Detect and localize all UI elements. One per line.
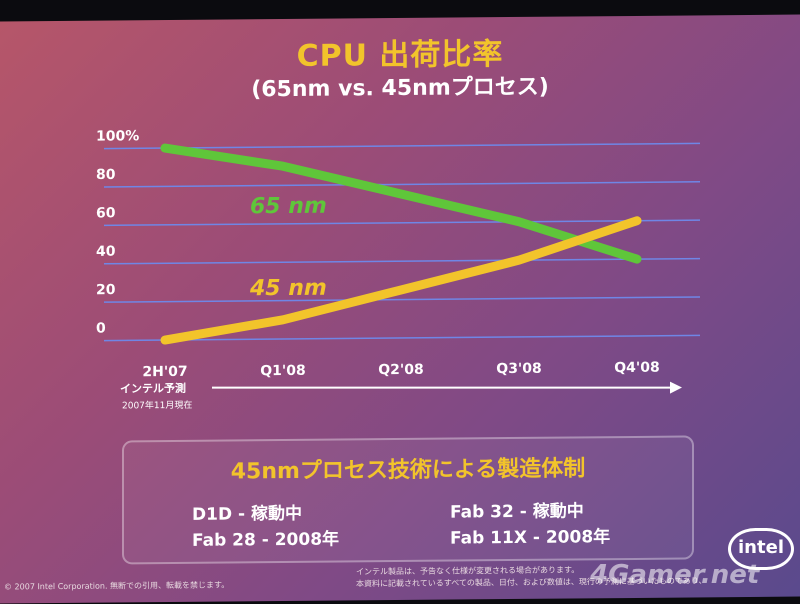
y-tick-label: 20 (96, 282, 116, 298)
forecast-label: インテル予測 (120, 381, 186, 396)
data-point (633, 255, 641, 264)
x-tick-label: Q4'08 (614, 360, 659, 376)
data-point (161, 336, 169, 345)
watermark: 4Gamer.net (590, 560, 760, 590)
gridline (104, 257, 700, 265)
data-point (397, 285, 405, 294)
data-point (279, 315, 287, 324)
series-label: 65 nm (250, 194, 327, 220)
forecast-arrow-head (670, 381, 682, 394)
asof-label: 2007年11月現在 (122, 400, 193, 412)
fab-item-fab32: Fab 32 - 稼動中 (450, 501, 584, 523)
gridline (104, 181, 700, 188)
y-tick-label: 60 (96, 205, 116, 221)
disclaimer-line-1: インテル製品は、予告なく仕様が変更される場合があります。 (356, 565, 580, 577)
y-tick-label: 100% (96, 128, 139, 144)
intel-logo: intel (728, 528, 794, 570)
data-point (633, 216, 641, 225)
data-point (161, 144, 169, 153)
gridline (104, 142, 700, 150)
fab-item-fab11x: Fab 11X - 2008年 (450, 527, 611, 549)
x-tick-label: 2H'07 (142, 364, 187, 380)
gridline (104, 219, 700, 227)
data-point (397, 189, 405, 198)
gridline (104, 334, 700, 342)
y-tick-label: 40 (96, 244, 116, 260)
series-label: 45 nm (249, 276, 327, 302)
x-tick-label: Q2'08 (378, 362, 423, 378)
data-point (515, 217, 523, 226)
y-tick-label: 0 (96, 321, 106, 337)
x-tick-label: Q3'08 (496, 361, 541, 377)
line-chart: 100% 80 60 40 20 0 2H'07 Q1'08 Q2'08 Q3'08 Q4'08 65… (96, 128, 700, 394)
fab-item-d1d: D1D - 稼動中 (192, 503, 302, 525)
data-point (515, 256, 523, 265)
slide: CPU 出荷比率 (65nm vs. 45nmプロセス) 100% 80 60 40 2… (0, 14, 800, 604)
fab-item-fab28: Fab 28 - 2008年 (192, 529, 340, 551)
copyright-text: © 2007 Intel Corporation. 無断での引用、転載を禁じます… (4, 580, 230, 592)
fab-box: 45nmプロセス技術による製造体制 D1D - 稼動中 Fab 28 - 200… (122, 435, 694, 565)
forecast-arrow-line (211, 386, 673, 389)
fab-box-title: 45nmプロセス技術による製造体制 (230, 456, 586, 485)
gridline (104, 296, 700, 303)
data-point (279, 162, 287, 171)
x-tick-label: Q1'08 (260, 363, 305, 379)
y-tick-label: 80 (96, 167, 116, 183)
